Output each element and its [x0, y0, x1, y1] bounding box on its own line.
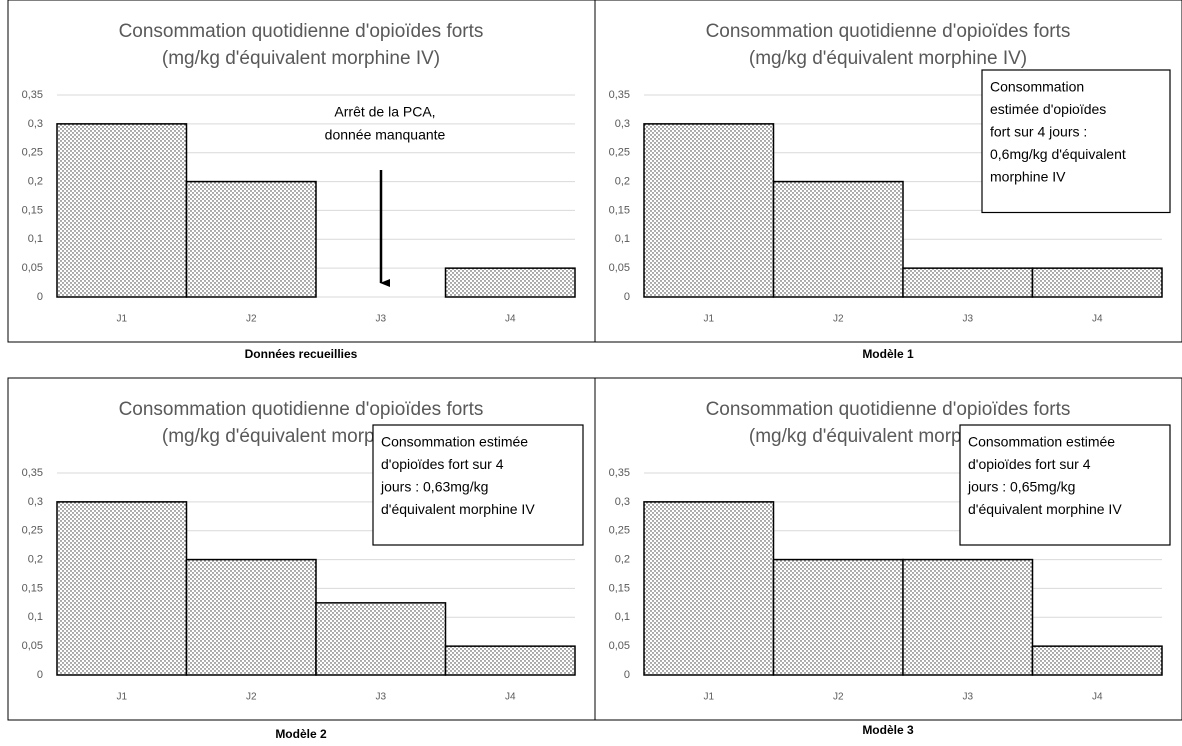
y-tick-label: 0,05: [609, 262, 630, 274]
bar: [643, 501, 775, 676]
bar: [772, 180, 904, 298]
y-tick-label: 0,3: [615, 496, 630, 508]
annotation-box: [372, 424, 584, 546]
y-tick-label: 0,3: [28, 496, 43, 508]
bar: [772, 558, 904, 676]
y-tick-label: 0,1: [28, 611, 43, 623]
bar: [444, 267, 576, 298]
y-tick-label: 0,05: [609, 640, 630, 652]
annotation-text: Arrêt de la PCA,: [334, 104, 435, 120]
annotation-text: jours : 0,63mg/kg: [380, 479, 488, 495]
chart-title: Consommation quotidienne d'opioïdes fort…: [706, 21, 1071, 42]
x-tick-label: J4: [1092, 314, 1103, 325]
x-tick-label: J4: [1092, 692, 1103, 703]
y-tick-label: 0,15: [609, 582, 630, 594]
bar: [444, 645, 576, 676]
y-tick-label: 0: [37, 291, 43, 303]
x-tick-label: J4: [505, 314, 516, 325]
y-tick-label: 0,3: [28, 118, 43, 130]
y-tick-label: 0: [37, 669, 43, 681]
bar: [185, 558, 317, 676]
bar: [1031, 645, 1163, 676]
x-tick-label: J3: [962, 314, 973, 325]
bar: [902, 558, 1034, 676]
panel-caption: Données recueillies: [245, 347, 358, 361]
y-tick-label: 0,35: [609, 467, 630, 479]
y-tick-label: 0,25: [609, 147, 630, 159]
y-tick-label: 0,1: [615, 233, 630, 245]
bar: [185, 180, 317, 298]
panel-caption: Modèle 1: [862, 347, 914, 361]
x-tick-label: J2: [833, 314, 844, 325]
y-tick-label: 0,35: [22, 467, 43, 479]
x-tick-label: J3: [962, 692, 973, 703]
y-tick-label: 0,2: [615, 175, 630, 187]
panel-frame: [594, 377, 1182, 721]
y-tick-label: 0,3: [615, 118, 630, 130]
y-tick-label: 0,25: [22, 147, 43, 159]
y-tick-label: 0,15: [22, 582, 43, 594]
annotation-text: estimée d'opioïdes: [990, 101, 1106, 117]
chart-title: Consommation quotidienne d'opioïdes fort…: [706, 399, 1071, 420]
annotation-text: d'opioïdes fort sur 4: [381, 456, 504, 472]
annotation-text: d'opioïdes fort sur 4: [968, 456, 1091, 472]
annotation-text: jours : 0,65mg/kg: [967, 479, 1075, 495]
y-tick-label: 0,15: [609, 204, 630, 216]
x-tick-label: J3: [375, 314, 386, 325]
y-tick-label: 0,25: [609, 525, 630, 537]
x-tick-label: J2: [246, 314, 257, 325]
y-tick-label: 0,15: [22, 204, 43, 216]
bar: [56, 501, 188, 676]
chart-subtitle: (mg/kg d'équivalent morphine IV): [749, 426, 1027, 447]
annotation-box: [981, 69, 1171, 214]
annotation-text: morphine IV: [990, 169, 1066, 185]
annotation-text: fort sur 4 jours :: [990, 124, 1087, 140]
chart-subtitle: (mg/kg d'équivalent morphine IV): [749, 48, 1027, 69]
y-tick-label: 0,35: [609, 89, 630, 101]
y-tick-label: 0,1: [28, 233, 43, 245]
chart-subtitle: (mg/kg d'équivalent morphine IV): [162, 426, 440, 447]
y-tick-label: 0,1: [615, 611, 630, 623]
x-tick-label: J2: [833, 692, 844, 703]
x-tick-label: J1: [116, 692, 127, 703]
annotation-text: Consommation: [990, 79, 1084, 95]
x-tick-label: J1: [703, 314, 714, 325]
bar: [1031, 267, 1163, 298]
panel-caption: Modèle 3: [862, 723, 914, 737]
y-tick-label: 0,35: [22, 89, 43, 101]
y-tick-label: 0,2: [28, 553, 43, 565]
chart-title: Consommation quotidienne d'opioïdes fort…: [119, 399, 484, 420]
x-tick-label: J1: [116, 314, 127, 325]
bar: [315, 602, 447, 676]
bar: [56, 123, 188, 298]
annotation-text: Consommation estimée: [968, 434, 1115, 450]
x-tick-label: J2: [246, 692, 257, 703]
x-tick-label: J3: [375, 692, 386, 703]
y-tick-label: 0,25: [22, 525, 43, 537]
y-tick-label: 0,2: [615, 553, 630, 565]
annotation-text: d'équivalent morphine IV: [968, 501, 1122, 517]
panel-caption: Modèle 2: [275, 727, 327, 741]
annotation-text: Consommation estimée: [381, 434, 528, 450]
y-tick-label: 0,2: [28, 175, 43, 187]
bar: [643, 123, 775, 298]
panel-frame: [594, 0, 1182, 343]
bar: [902, 267, 1034, 298]
x-tick-label: J4: [505, 692, 516, 703]
x-tick-label: J1: [703, 692, 714, 703]
y-tick-label: 0,05: [22, 640, 43, 652]
annotation-text: d'équivalent morphine IV: [381, 501, 535, 517]
chart-title: Consommation quotidienne d'opioïdes fort…: [119, 21, 484, 42]
annotation-box: [959, 424, 1171, 546]
y-tick-label: 0: [624, 669, 630, 681]
annotation-text: 0,6mg/kg d'équivalent: [990, 146, 1126, 162]
annotation-text: donnée manquante: [325, 127, 446, 143]
chart-subtitle: (mg/kg d'équivalent morphine IV): [162, 48, 440, 69]
y-tick-label: 0,05: [22, 262, 43, 274]
y-tick-label: 0: [624, 291, 630, 303]
